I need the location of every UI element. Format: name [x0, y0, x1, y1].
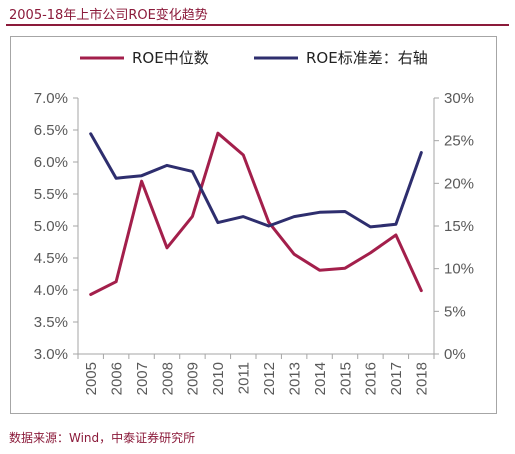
left-tick-label: 3.5%	[34, 314, 68, 331]
right-tick-label: 30%	[444, 90, 474, 107]
right-tick-label: 0%	[444, 346, 466, 363]
x-tick-label: 2010	[210, 362, 227, 395]
source-note: 数据来源：Wind，中泰证券研究所	[9, 431, 196, 445]
x-tick-label: 2016	[363, 362, 380, 395]
right-tick-label: 5%	[444, 303, 466, 320]
chart-series	[89, 131, 423, 296]
x-tick-label: 2006	[108, 362, 125, 395]
left-tick-label: 5.0%	[34, 218, 68, 235]
chart-axes: 3.0% 3.5% 4.0% 4.5% 5.0% 5.5% 6.0% 6.5% 7.0% 0% 5%…	[34, 90, 474, 395]
x-tick-label: 2007	[134, 362, 151, 395]
right-tick-label: 15%	[444, 218, 474, 235]
left-tick-label: 4.5%	[34, 250, 68, 267]
title-divider	[6, 24, 509, 26]
chart-legend: ROE中位数 ROE标准差：右轴	[80, 49, 428, 67]
x-tick-label: 2013	[286, 362, 303, 395]
x-tick-label: 2005	[83, 362, 100, 395]
right-tick-label: 25%	[444, 133, 474, 150]
right-tick-label: 10%	[444, 261, 474, 278]
roe-median-line	[89, 131, 423, 296]
roe-std-line	[89, 132, 423, 229]
x-tick-label: 2017	[388, 362, 405, 395]
x-tick-label: 2009	[185, 362, 202, 395]
x-tick-label: 2015	[337, 362, 354, 395]
legend-label: ROE标准差：右轴	[306, 49, 428, 67]
x-tick-label: 2014	[312, 362, 329, 395]
left-tick-label: 6.5%	[34, 122, 68, 139]
legend-roe-std: ROE标准差：右轴	[254, 49, 428, 67]
right-tick-label: 20%	[444, 175, 474, 192]
left-tick-label: 6.0%	[34, 154, 68, 171]
legend-label: ROE中位数	[132, 49, 209, 67]
chart-frame	[10, 36, 497, 414]
x-tick-label: 2011	[236, 362, 253, 394]
left-tick-label: 4.0%	[34, 282, 68, 299]
x-tick-label: 2018	[414, 362, 431, 395]
chart-title: 2005-18年上市公司ROE变化趋势	[9, 8, 208, 23]
x-tick-label: 2008	[159, 362, 176, 395]
left-tick-label: 5.5%	[34, 186, 68, 203]
left-tick-label: 7.0%	[34, 90, 68, 107]
left-tick-label: 3.0%	[34, 346, 68, 363]
x-tick-label: 2012	[261, 362, 278, 395]
legend-roe-median: ROE中位数	[80, 49, 209, 67]
